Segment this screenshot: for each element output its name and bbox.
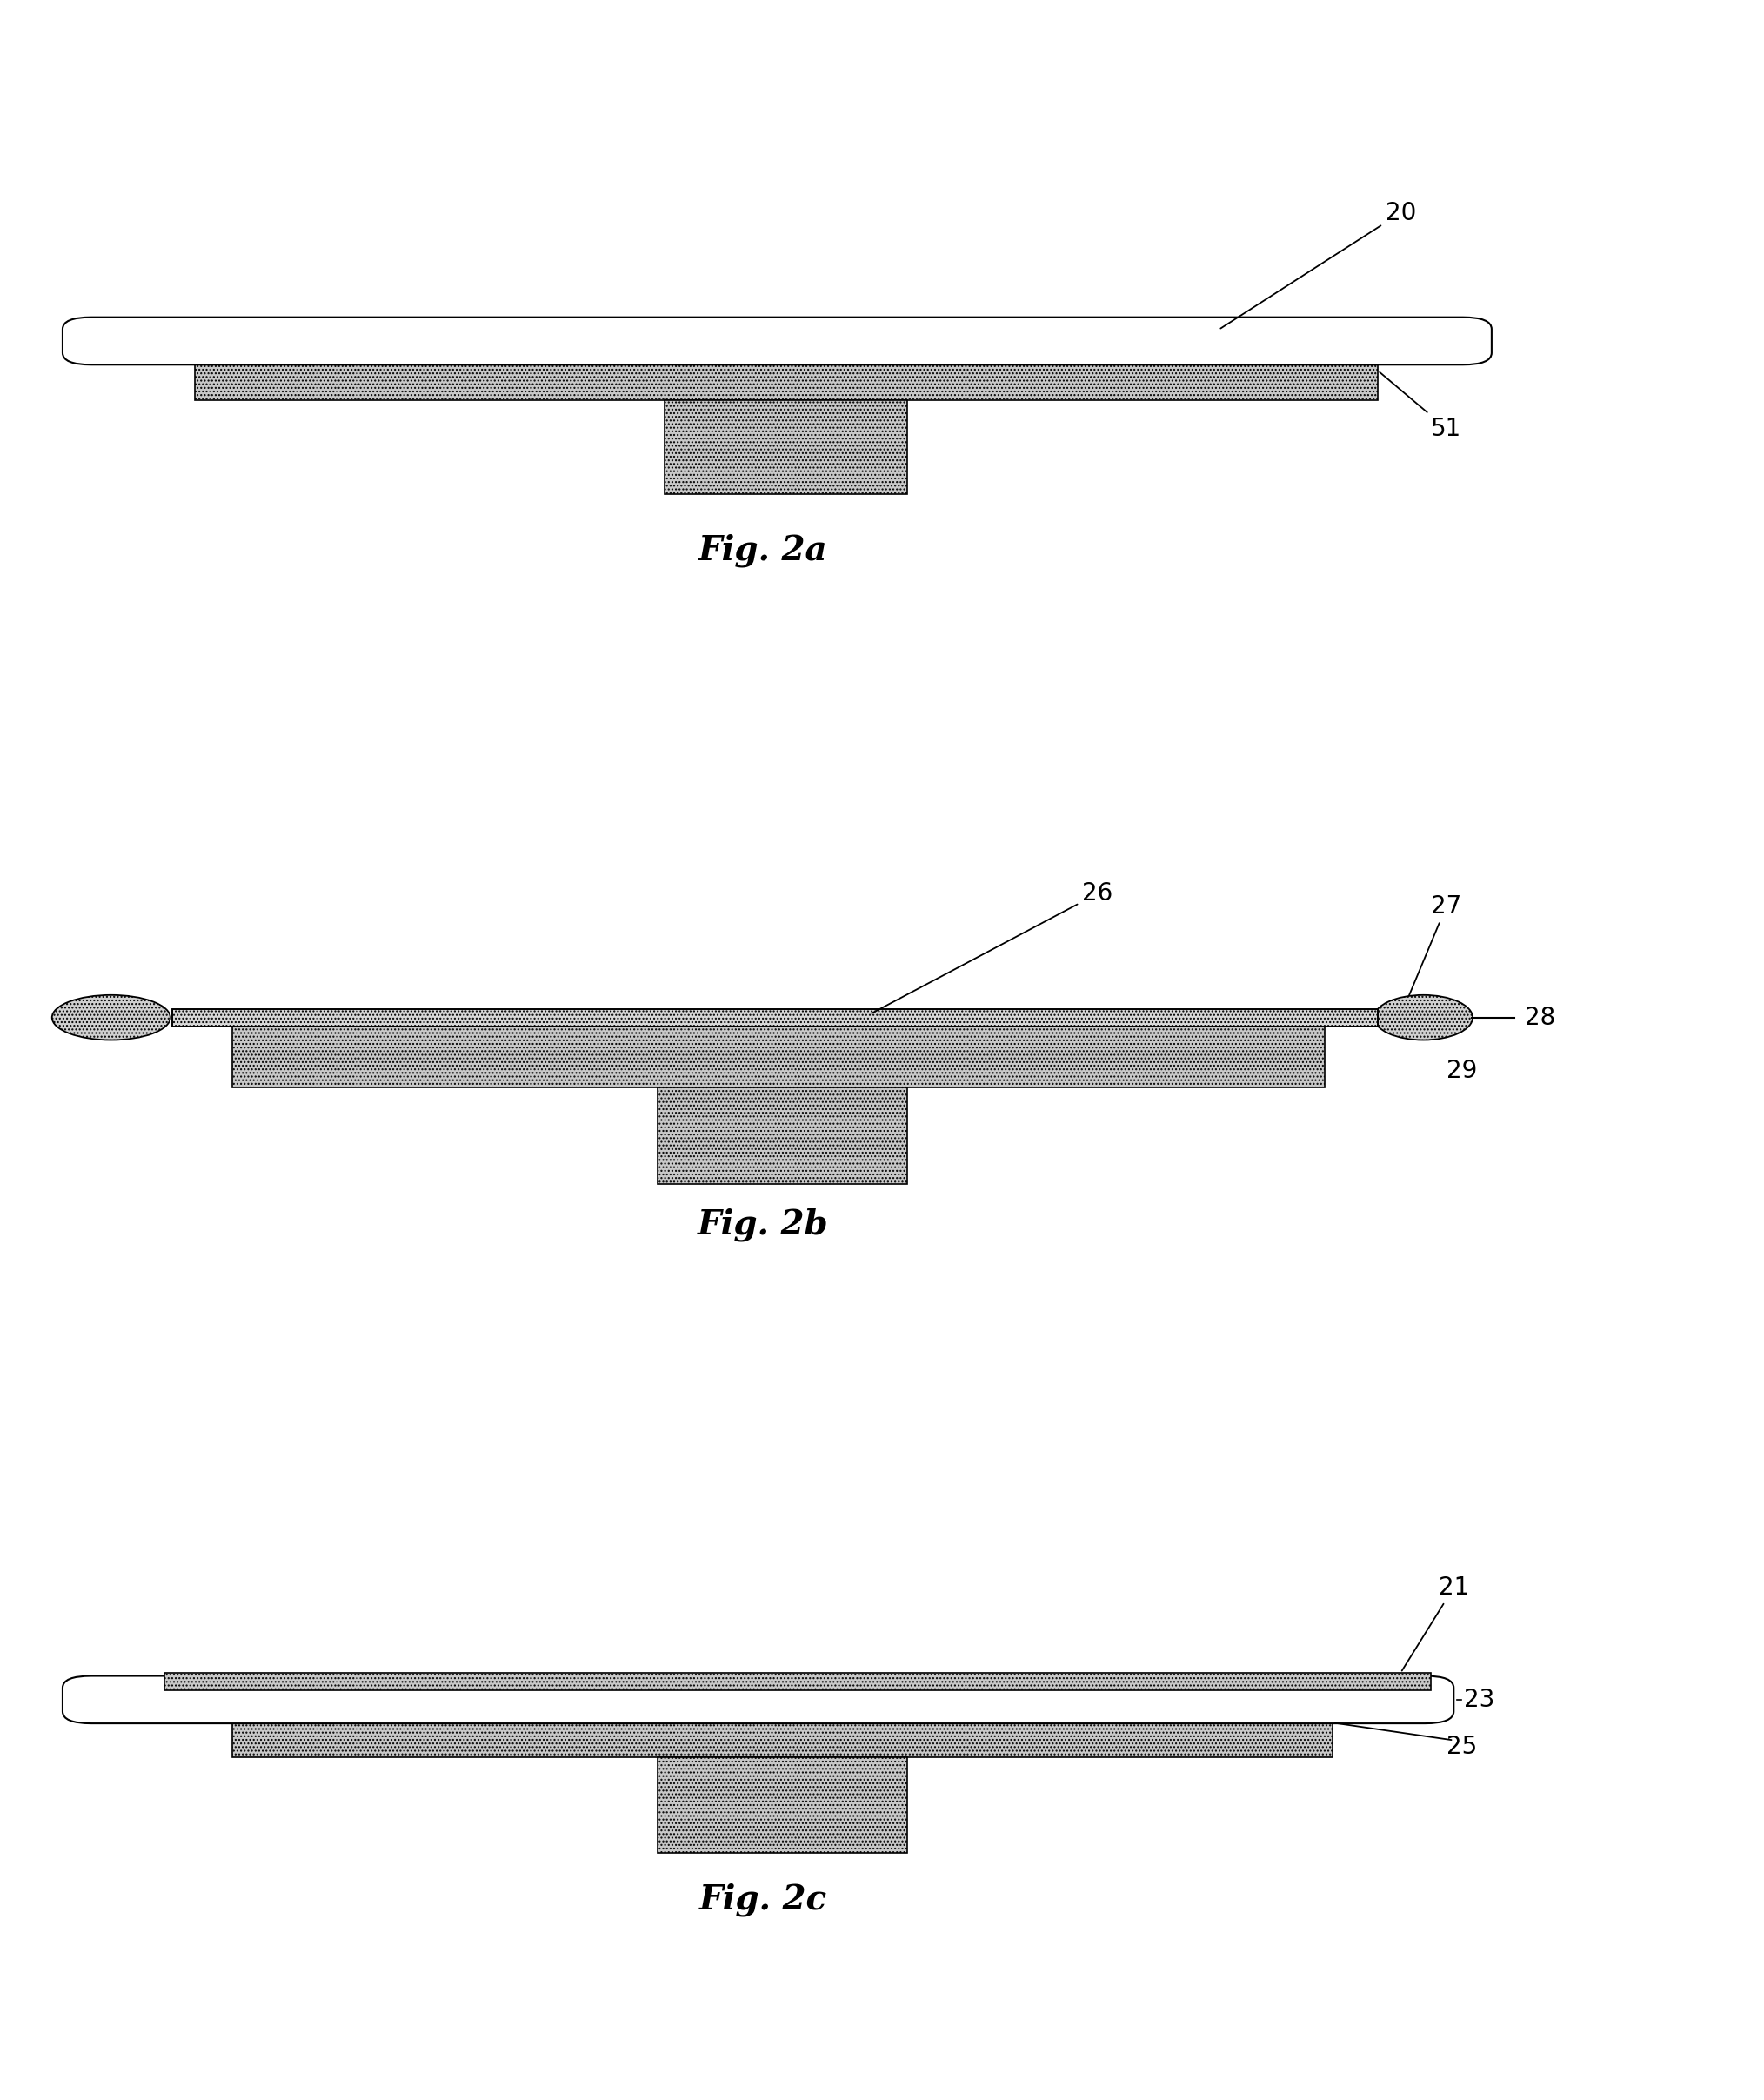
Text: 26: 26 [871, 882, 1113, 1014]
Bar [658, 1088, 908, 1184]
Text: 20: 20 [1221, 202, 1416, 328]
Text: 27: 27 [1409, 895, 1462, 995]
Text: 28: 28 [1526, 1006, 1556, 1029]
Bar [171, 1008, 1378, 1027]
Bar [180, 1012, 1371, 1025]
Bar [233, 1025, 1325, 1088]
Text: Fig. 2b: Fig. 2b [699, 1208, 829, 1241]
Bar [171, 1008, 1378, 1027]
Text: 25: 25 [1446, 1735, 1476, 1758]
FancyBboxPatch shape [62, 1676, 1454, 1724]
Bar [233, 1699, 1332, 1758]
Ellipse shape [1374, 995, 1473, 1039]
FancyBboxPatch shape [62, 317, 1492, 365]
Text: Fig. 2a: Fig. 2a [699, 533, 827, 567]
Ellipse shape [51, 995, 171, 1039]
Text: Fig. 2c: Fig. 2c [700, 1884, 827, 1917]
Bar [194, 340, 1378, 401]
Text: 51: 51 [1379, 372, 1462, 441]
Bar [665, 401, 907, 493]
Text: 23: 23 [1464, 1688, 1496, 1712]
Bar [658, 1758, 908, 1852]
Text: 21: 21 [1402, 1575, 1469, 1672]
Text: 29: 29 [1446, 1058, 1476, 1084]
Bar [164, 1674, 1431, 1691]
